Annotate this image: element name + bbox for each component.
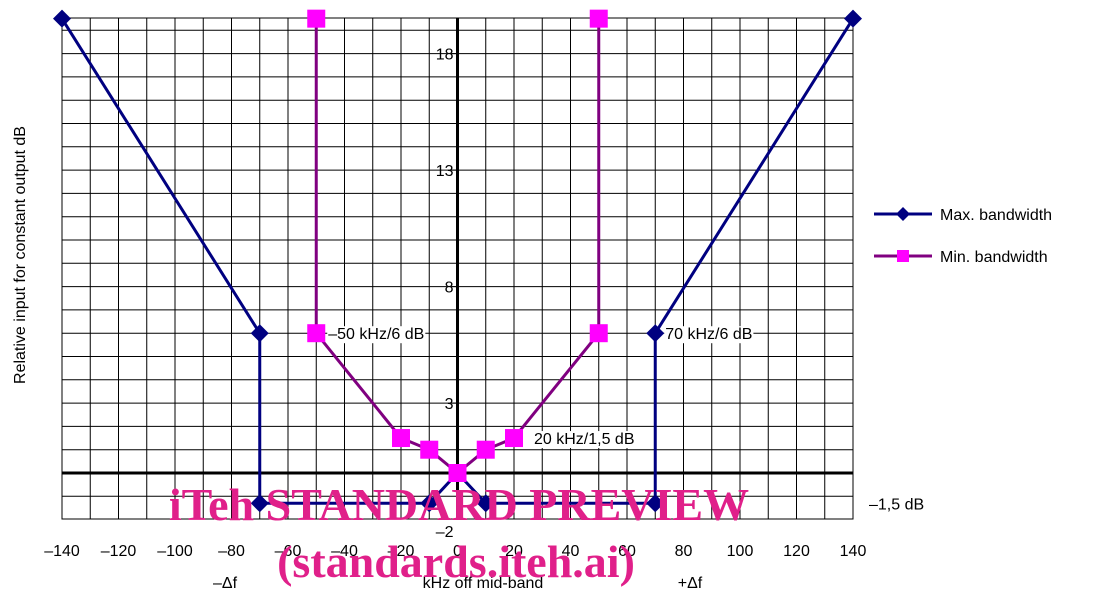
- legend-marker-max: [896, 207, 910, 221]
- annotation-label: 70 kHz/6 dB: [665, 326, 752, 343]
- legend-label-min: Min. bandwidth: [940, 249, 1048, 266]
- legend-marker-min: [897, 250, 909, 262]
- legend: Max. bandwidth Min. bandwidth: [874, 207, 1052, 266]
- x-tick-label: 140: [840, 543, 867, 560]
- legend-label-max: Max. bandwidth: [940, 207, 1052, 224]
- axes: [62, 18, 853, 519]
- min-bandwidth-point: [476, 440, 495, 459]
- annotations: –50 kHz/6 dB 70 kHz/6 dB 20 kHz/1,5 dB –1,5…: [327, 326, 924, 513]
- max-bandwidth-point: [250, 494, 269, 513]
- min-bandwidth-point: [589, 9, 608, 28]
- x-tick-label: –60: [275, 543, 302, 560]
- max-bandwidth-point: [476, 494, 495, 513]
- annotation-background: [327, 326, 426, 344]
- max-bandwidth-point: [420, 494, 439, 513]
- y-axis-label: Relative input for constant output dB: [12, 126, 29, 384]
- max-bandwidth-point: [844, 9, 862, 28]
- max-bandwidth-point: [646, 494, 665, 513]
- y-tick-label: 13: [436, 163, 454, 180]
- x-tick-label: 120: [783, 543, 810, 560]
- tick-labels: –140 –120 –100 –80 –60 –40 –20 0 20 40 60 80 100 120 1…: [44, 47, 866, 560]
- min-bandwidth-point: [392, 429, 410, 448]
- x-tick-label: 20: [505, 543, 523, 560]
- min-bandwidth-point: [505, 429, 523, 448]
- min-bandwidth-point: [420, 440, 439, 459]
- max-bandwidth-point: [646, 324, 665, 343]
- series: [53, 9, 862, 513]
- x-tick-label: –100: [157, 543, 193, 560]
- x-tick-label: 100: [727, 543, 754, 560]
- x-tick-label: 40: [562, 543, 580, 560]
- annotation-background: [533, 431, 636, 449]
- annotation-label: –50 kHz/6 dB: [328, 326, 424, 343]
- min-bandwidth-point: [589, 324, 608, 343]
- x-tick-label: 60: [618, 543, 636, 560]
- x-axis-label: kHz off mid-band: [423, 575, 544, 591]
- annotation-label: 20 kHz/1,5 dB: [534, 431, 635, 448]
- left-delta-label: –Δf: [213, 575, 238, 591]
- min-bandwidth-point: [307, 324, 326, 343]
- x-tick-label: –140: [44, 543, 80, 560]
- x-tick-label: –80: [218, 543, 245, 560]
- y-tick-label: –2: [436, 524, 454, 541]
- min-bandwidth-point: [448, 464, 467, 482]
- min-bandwidth-point: [307, 9, 326, 28]
- right-delta-label: +Δf: [678, 575, 703, 591]
- x-tick-label: –20: [388, 543, 415, 560]
- annotation-label: –1,5 dB: [869, 496, 924, 513]
- x-tick-label: –120: [101, 543, 137, 560]
- x-tick-label: 80: [675, 543, 693, 560]
- watermark-line-2: (standards.iteh.ai): [277, 536, 635, 587]
- annotation-background: [664, 326, 754, 344]
- max-bandwidth-point: [53, 9, 71, 28]
- grid: [61, 17, 854, 520]
- x-tick-label: –40: [331, 543, 358, 560]
- x-tick-label: 0: [453, 543, 462, 560]
- y-tick-label: 18: [436, 47, 454, 64]
- y-tick-label: 3: [445, 396, 454, 413]
- max-bandwidth-point: [250, 324, 269, 343]
- y-tick-label: 8: [445, 280, 454, 297]
- watermark-line-1: iTeh STANDARD PREVIEW: [169, 479, 749, 530]
